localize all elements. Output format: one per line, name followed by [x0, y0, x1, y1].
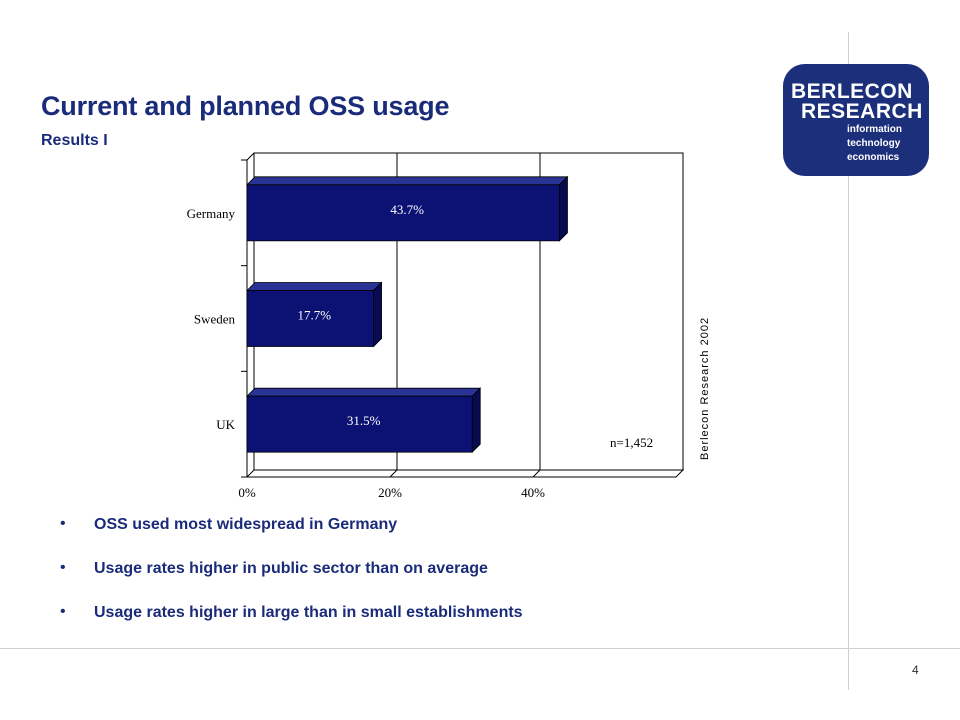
bullet-text: Usage rates higher in large than in smal…: [94, 604, 523, 621]
bar: 17.7%: [246, 281, 383, 348]
x-tick-label: 0%: [238, 485, 256, 500]
chart-x-tick-labels: 0% 20% 40%: [238, 485, 545, 500]
bar-top-face: [246, 176, 569, 186]
footer-divider: [0, 648, 960, 649]
page-number: 4: [912, 663, 919, 677]
vertical-divider: [848, 32, 849, 690]
bar-data-label: 31.5%: [347, 413, 381, 428]
bar-front-face: [246, 395, 473, 453]
page-title: Current and planned OSS usage: [41, 91, 450, 121]
logo-line1: BERLECON: [791, 80, 913, 103]
bar-top-face: [246, 282, 383, 291]
sample-size-annotation: n=1,452: [610, 435, 653, 450]
bullet-dot: •: [60, 515, 66, 532]
bar: 43.7%: [246, 175, 569, 242]
bar-top-face: [246, 387, 482, 397]
chart-category-labels: Germany Sweden UK: [187, 206, 236, 432]
gridline-floor: [389, 469, 398, 478]
source-note: Berlecon Research 2002: [699, 317, 711, 460]
bullet-text: Usage rates higher in public sector than…: [94, 560, 488, 577]
gridline-floor: [532, 469, 541, 478]
bar-side-face: [373, 281, 382, 348]
bullet-dot: •: [60, 559, 66, 576]
bullet-dot: •: [60, 603, 66, 620]
chart-wall-edge: [246, 152, 255, 161]
logo-tagline-3: economics: [847, 152, 900, 163]
bar-side-face: [559, 175, 568, 242]
bar-front-face: [246, 184, 560, 242]
bullet-list: • OSS used most widespread in Germany • Us…: [60, 515, 523, 648]
logo-line2: RESEARCH: [801, 100, 923, 123]
bullet-item: • OSS used most widespread in Germany: [60, 515, 523, 538]
x-tick-label: 20%: [378, 485, 402, 500]
bar: 31.5%: [246, 387, 482, 454]
page-subtitle: Results I: [41, 132, 108, 149]
logo-tagline-1: information: [847, 124, 902, 135]
category-label: UK: [216, 417, 235, 432]
berlecon-logo: BERLECON RESEARCH information technology…: [783, 64, 929, 176]
bullet-item: • Usage rates higher in large than in sma…: [60, 603, 523, 626]
bar-side-face: [471, 387, 481, 454]
bar-data-label: 43.7%: [390, 202, 424, 217]
bar-data-label: 17.7%: [297, 308, 331, 323]
category-label: Germany: [187, 206, 236, 221]
logo-tagline-2: technology: [847, 138, 901, 149]
bullet-item: • Usage rates higher in public sector tha…: [60, 559, 523, 582]
bar-front-face: [246, 290, 374, 347]
chart-floor: [245, 469, 685, 478]
chart-bars: 43.7% 17.7% 31.5%: [246, 175, 569, 454]
category-label: Sweden: [194, 312, 236, 327]
bullet-text: OSS used most widespread in Germany: [94, 516, 398, 533]
x-tick-label: 40%: [521, 485, 545, 500]
